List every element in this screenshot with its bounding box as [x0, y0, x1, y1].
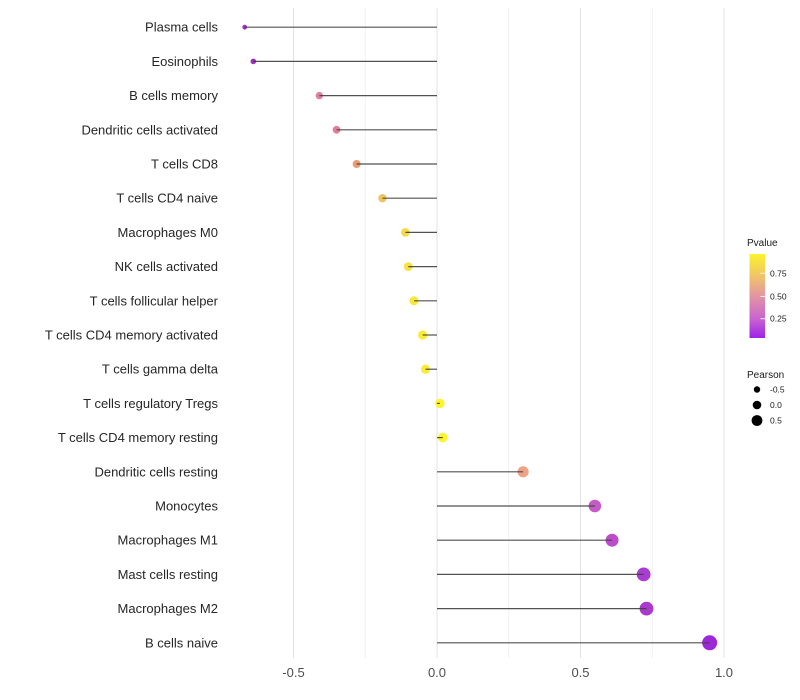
pearson-legend-dot [753, 386, 761, 393]
y-axis-label: T cells follicular helper [90, 293, 219, 308]
y-axis-label: T cells regulatory Tregs [83, 396, 218, 411]
lollipop-stems [244, 26, 710, 644]
y-axis-label: Dendritic cells activated [81, 122, 218, 137]
pvalue-tick-label: 0.50 [770, 291, 787, 301]
data-point [378, 194, 387, 203]
pearson-legend-label: 0.0 [770, 400, 782, 410]
pearson-legend-dot [751, 415, 763, 426]
x-axis-tick-label: 1.0 [715, 665, 733, 680]
y-axis-label: T cells CD4 naive [116, 191, 218, 206]
data-points [242, 24, 718, 651]
y-axis-label: Mast cells resting [118, 567, 218, 582]
y-axis-label: Macrophages M1 [118, 533, 218, 548]
pvalue-tick-label: 0.75 [770, 268, 787, 278]
pvalue-colorbar [749, 254, 765, 338]
x-axis-tick-label: 0.0 [428, 665, 446, 680]
pvalue-legend-title: Pvalue [747, 238, 778, 249]
pvalue-tick-label: 0.25 [770, 314, 787, 324]
y-axis-label: Macrophages M0 [118, 225, 218, 240]
y-axis-label: Plasma cells [145, 20, 218, 35]
y-axis-labels: Plasma cells Eosinophils B cells memory Den… [45, 20, 219, 651]
x-axis-tick-labels: -0.5 0.0 0.5 1.0 [282, 665, 733, 680]
y-axis-label: T cells gamma delta [102, 362, 219, 377]
y-axis-label: NK cells activated [115, 259, 218, 274]
y-axis-label: Monocytes [155, 499, 218, 514]
y-axis-label: T cells CD4 memory resting [58, 430, 218, 445]
y-axis-label: Macrophages M2 [118, 601, 218, 616]
legend: Pvalue 0.75 0.50 0.25 Pearson -0.5 0.0 0.5 [747, 238, 787, 426]
y-axis-label: Eosinophils [152, 54, 219, 69]
gridlines [293, 8, 725, 658]
pearson-legend-label: 0.5 [770, 416, 782, 426]
pearson-legend-dot [752, 400, 762, 410]
y-axis-label: T cells CD8 [151, 157, 218, 172]
data-point [315, 91, 324, 100]
y-axis-label: T cells CD4 memory activated [45, 328, 218, 343]
pearson-legend-title: Pearson [747, 370, 784, 381]
x-axis-tick-label: 0.5 [571, 665, 589, 680]
y-axis-label: B cells naive [145, 635, 218, 650]
y-axis-label: B cells memory [129, 88, 218, 103]
pearson-legend-label: -0.5 [770, 385, 785, 395]
y-axis-label: Dendritic cells resting [94, 464, 218, 479]
x-axis-tick-label: -0.5 [282, 665, 304, 680]
